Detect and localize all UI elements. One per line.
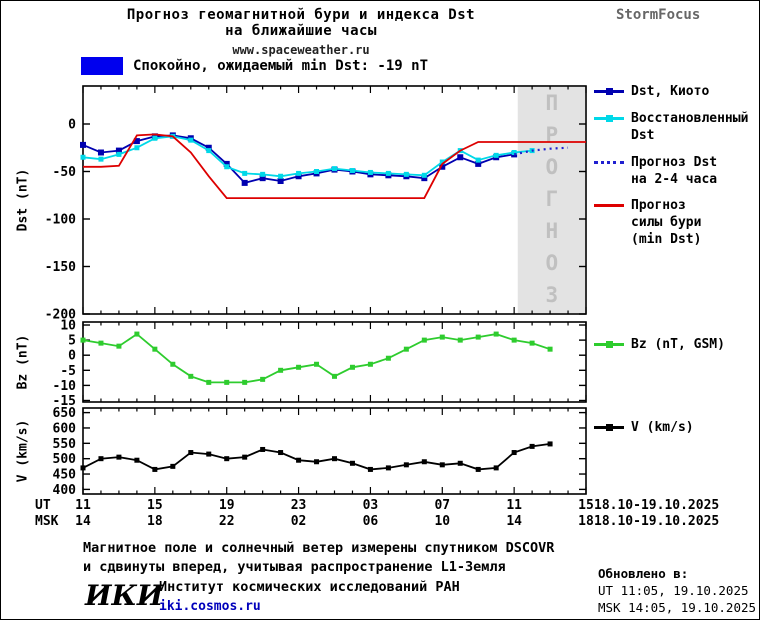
svg-text:-5: -5: [60, 364, 76, 379]
x-tick-label: 23: [290, 498, 307, 513]
x-tick-label: 07: [434, 498, 451, 513]
dst-legend: Dst, Киото Восстановленный Dst Прогноз D…: [594, 84, 760, 249]
svg-text:650: 650: [53, 406, 77, 421]
x-tick-label: 15: [578, 498, 594, 513]
svg-text:450: 450: [53, 468, 77, 483]
page-subtitle: на ближайшие часы: [225, 23, 377, 39]
brand-logo: StormFocus: [616, 7, 701, 23]
legend-item-storm-forecast: Прогноз силы бури (min Dst): [594, 198, 760, 249]
restored-dst-swatch: [594, 114, 624, 122]
v-axis-label: V (km/s): [15, 419, 31, 483]
status-color-box: [81, 57, 123, 75]
svg-text:-100: -100: [45, 213, 76, 228]
legend-item-restored-dst: Восстановленный Dst: [594, 111, 760, 145]
bz-swatch: [594, 341, 624, 348]
legend-label: Прогноз Dst на 2-4 часа: [631, 154, 718, 187]
legend-label: Dst, Киото: [631, 84, 710, 99]
svg-text:П: П: [546, 91, 559, 115]
x-tick-label: 11: [506, 498, 522, 513]
page-title: Прогноз геомагнитной бури и индекса Dst: [126, 7, 476, 23]
ut-date-range: 18.10-19.10.2025: [594, 498, 720, 513]
footer-note-line2: и сдвинуты вперед, учитывая распростране…: [83, 558, 506, 575]
legend-item-v: V (km/s): [594, 420, 760, 437]
svg-text:600: 600: [53, 421, 77, 436]
legend-item-forecast-dst: Прогноз Dst на 2-4 часа: [594, 155, 760, 189]
status-text: Спокойно, ожидаемый min Dst: -19 nT: [133, 58, 429, 74]
svg-text:500: 500: [53, 452, 77, 467]
x-tick-label: 03: [362, 498, 379, 513]
footer-note: Магнитное поле и солнечный ветер измерен…: [83, 539, 554, 577]
svg-text:О: О: [546, 251, 559, 275]
x-tick-label: 14: [506, 514, 522, 529]
header: Прогноз геомагнитной бури и индекса Dst …: [21, 7, 581, 58]
v-swatch: [594, 424, 624, 431]
v-legend: V (km/s): [594, 420, 760, 437]
svg-text:Г: Г: [546, 187, 559, 211]
legend-label: Восстановленный Dst: [631, 110, 749, 143]
x-tick-label: 18: [578, 514, 594, 529]
ut-label: UT: [35, 498, 51, 513]
updated-ut: UT 11:05, 19.10.2025: [598, 582, 749, 598]
svg-text:0: 0: [68, 118, 76, 133]
updated-block: Обновлено в: UT 11:05, 19.10.2025 MSK 14…: [598, 566, 756, 617]
footer-note-line1: Магнитное поле и солнечный ветер измерен…: [83, 540, 555, 556]
iki-logo: ИКИ: [85, 579, 164, 612]
dst-kyoto-swatch: [594, 88, 624, 95]
svg-text:0: 0: [68, 349, 76, 364]
svg-text:Р: Р: [546, 123, 559, 147]
svg-text:О: О: [546, 155, 559, 179]
legend-item-dst-kyoto: Dst, Киото: [594, 84, 760, 101]
institute-link[interactable]: iki.cosmos.ru: [159, 599, 261, 614]
x-tick-label: 10: [434, 514, 451, 529]
updated-label: Обновлено в:: [598, 566, 689, 581]
svg-text:-200: -200: [45, 308, 76, 323]
institute-block: Институт космических исследований РАН ik…: [159, 579, 460, 614]
legend-label: Прогноз силы бури (min Dst): [631, 198, 702, 248]
svg-text:550: 550: [53, 437, 77, 452]
x-tick-label: 02: [290, 514, 307, 529]
status-row: Спокойно, ожидаемый min Dst: -19 nT: [81, 57, 428, 75]
svg-text:-50: -50: [53, 165, 77, 180]
svg-text:5: 5: [68, 334, 76, 349]
svg-text:Н: Н: [546, 219, 559, 243]
dst-axis-label: Dst (nT): [15, 168, 31, 232]
forecast-dst-swatch: [594, 160, 624, 164]
xaxis-ut-row: UT 18.10-19.10.2025 11 15 19 23 03 07 11 15: [1, 498, 760, 514]
svg-text:10: 10: [60, 319, 76, 334]
bz-legend: Bz (nT, GSM): [594, 337, 760, 354]
x-tick-label: 15: [147, 498, 163, 513]
bz-axis-label: Bz (nT): [15, 334, 31, 390]
x-tick-label: 22: [218, 514, 235, 529]
xaxis-msk-row: MSK 18.10-19.10.2025 14 18 22 02 06 10 14 18: [1, 514, 760, 530]
svg-text:-10: -10: [53, 379, 77, 394]
x-tick-label: 06: [362, 514, 379, 529]
x-tick-label: 11: [75, 498, 91, 513]
legend-label: V (km/s): [631, 420, 694, 435]
x-tick-label: 19: [218, 498, 235, 513]
institute-name: Институт космических исследований РАН: [159, 579, 460, 595]
legend-label: Bz (nT, GSM): [631, 337, 725, 352]
storm-forecast-swatch: [594, 204, 624, 208]
msk-date-range: 18.10-19.10.2025: [594, 514, 720, 529]
svg-text:400: 400: [53, 483, 77, 498]
svg-text:-150: -150: [45, 260, 76, 275]
site-link[interactable]: www.spaceweather.ru: [232, 43, 370, 57]
x-tick-label: 18: [147, 514, 163, 529]
x-tick-label: 14: [75, 514, 91, 529]
updated-msk: MSK 14:05, 19.10.2025: [598, 599, 757, 615]
svg-text:-15: -15: [53, 394, 76, 409]
msk-label: MSK: [35, 514, 59, 529]
legend-item-bz: Bz (nT, GSM): [594, 337, 760, 354]
svg-text:З: З: [546, 283, 559, 307]
